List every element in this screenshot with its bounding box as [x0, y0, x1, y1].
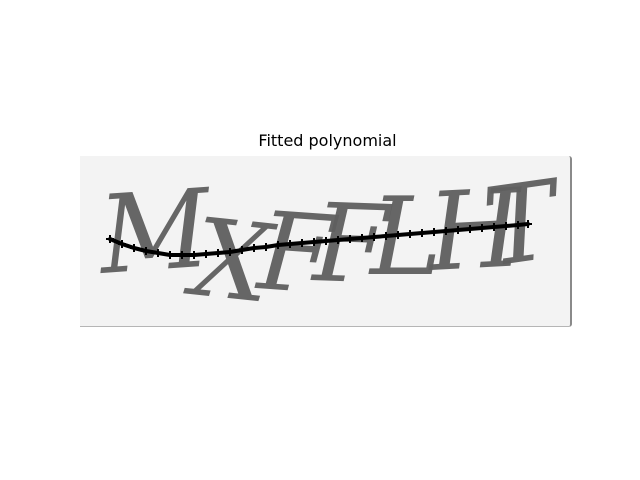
curve-point — [490, 223, 498, 231]
curve-point — [346, 235, 354, 243]
curve-point — [190, 251, 198, 259]
curve-point — [334, 236, 342, 244]
curve-point — [202, 250, 210, 258]
curve-point — [226, 248, 234, 256]
captcha-letter: F — [309, 181, 394, 309]
curve-markers — [106, 220, 532, 259]
curve-point — [454, 226, 462, 234]
curve-point — [466, 225, 474, 233]
curve-point — [166, 251, 174, 259]
chart-title: Fitted polynomial — [258, 131, 397, 150]
curve-point — [514, 221, 522, 229]
curve-point — [130, 244, 138, 252]
curve-point — [214, 249, 222, 257]
curve-point — [370, 233, 378, 241]
curve-point — [502, 222, 510, 230]
curve-point — [262, 243, 270, 251]
curve-point — [406, 230, 414, 238]
curve-point — [478, 224, 486, 232]
curve-point — [430, 228, 438, 236]
curve-point — [310, 238, 318, 246]
curve-point — [178, 251, 186, 259]
curve-point — [154, 249, 162, 257]
captcha-letter: F — [252, 189, 342, 319]
curve-point — [524, 220, 532, 228]
curve-point — [250, 244, 258, 252]
curve-point — [298, 239, 306, 247]
curve-point — [382, 232, 390, 240]
curve-point — [358, 234, 366, 242]
curve-point — [106, 235, 114, 243]
curve-point — [442, 227, 450, 235]
captcha-letter: M — [93, 166, 216, 299]
curve-point — [142, 247, 150, 255]
fitted-curve — [106, 220, 532, 259]
curve-point — [286, 240, 294, 248]
curve-point — [394, 231, 402, 239]
curve-point — [238, 246, 246, 254]
curve-point — [418, 229, 426, 237]
curve-point — [274, 241, 282, 249]
curve-point — [322, 237, 330, 245]
curve-point — [118, 240, 126, 248]
